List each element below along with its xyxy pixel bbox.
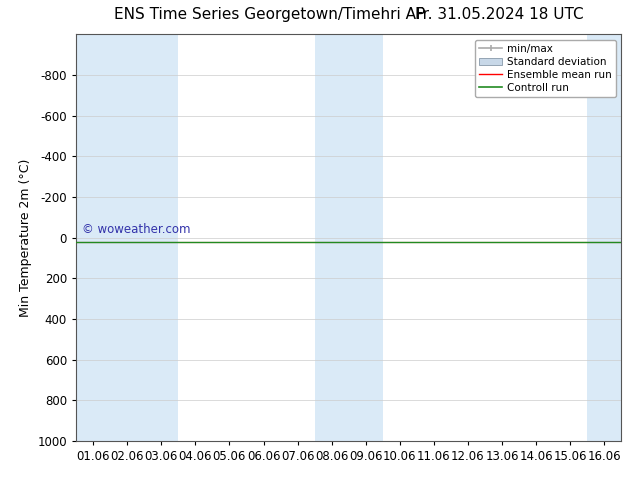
Bar (76, 34, 110, 441)
Bar (144, 34, 178, 441)
Bar (349, 34, 383, 441)
Bar (587, 34, 621, 441)
Bar (314, 34, 349, 441)
Legend: min/max, Standard deviation, Ensemble mean run, Controll run: min/max, Standard deviation, Ensemble me… (475, 40, 616, 97)
Y-axis label: Min Temperature 2m (°C): Min Temperature 2m (°C) (19, 158, 32, 317)
Text: © woweather.com: © woweather.com (82, 223, 190, 237)
Text: ENS Time Series Georgetown/Timehri AP: ENS Time Series Georgetown/Timehri AP (114, 7, 425, 23)
Text: Fr. 31.05.2024 18 UTC: Fr. 31.05.2024 18 UTC (415, 7, 584, 23)
Bar (110, 34, 144, 441)
